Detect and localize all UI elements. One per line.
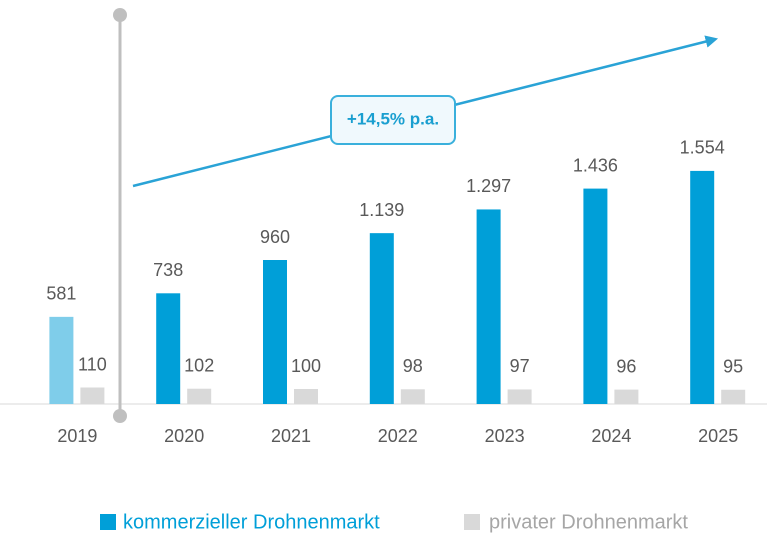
value-label: 95 — [723, 357, 743, 377]
value-label: 97 — [510, 356, 530, 376]
legend-swatch — [100, 514, 116, 530]
legend: kommerzieller Drohnenmarkt privater Droh… — [100, 511, 688, 533]
bar — [507, 389, 532, 404]
annotation-box — [330, 95, 456, 145]
divider-end — [113, 8, 127, 22]
value-label: 1.436 — [573, 155, 618, 175]
x-tick-label: 2019 — [57, 426, 97, 446]
bar — [49, 316, 74, 404]
annotation: +14,5% p.a. — [347, 109, 439, 128]
bar — [476, 209, 501, 404]
bar — [400, 389, 425, 404]
value-label: 1.139 — [359, 200, 404, 220]
value-label: 738 — [153, 260, 183, 280]
bar — [156, 293, 181, 404]
value-label: 100 — [291, 356, 321, 376]
legend-label: privater Drohnenmarkt — [489, 511, 688, 533]
value-label: 110 — [78, 354, 107, 374]
value-label: 102 — [184, 355, 214, 375]
value-label: 98 — [403, 356, 423, 376]
value-label: 1.554 — [680, 138, 725, 158]
bar — [80, 387, 105, 404]
bar — [263, 260, 287, 404]
value-label: 960 — [260, 227, 290, 247]
x-tick-label: 2021 — [271, 426, 311, 446]
x-tick-label: 2020 — [164, 426, 204, 446]
x-tick-label: 2022 — [378, 426, 418, 446]
bar — [614, 389, 639, 404]
bar — [690, 170, 715, 404]
value-label: 1.297 — [466, 176, 511, 196]
legend-swatch — [464, 514, 480, 530]
bar — [294, 389, 318, 404]
bar — [583, 188, 608, 404]
x-tick-label: 2023 — [485, 426, 525, 446]
value-label: 581 — [46, 284, 76, 304]
value-label: 96 — [616, 356, 636, 376]
bar — [187, 388, 212, 404]
x-tick-label: 2025 — [698, 426, 738, 446]
bar — [721, 389, 746, 404]
legend-label: kommerzieller Drohnenmarkt — [123, 511, 380, 533]
x-tick-label: 2024 — [591, 426, 631, 446]
bar — [369, 233, 394, 404]
divider-end — [113, 409, 127, 423]
